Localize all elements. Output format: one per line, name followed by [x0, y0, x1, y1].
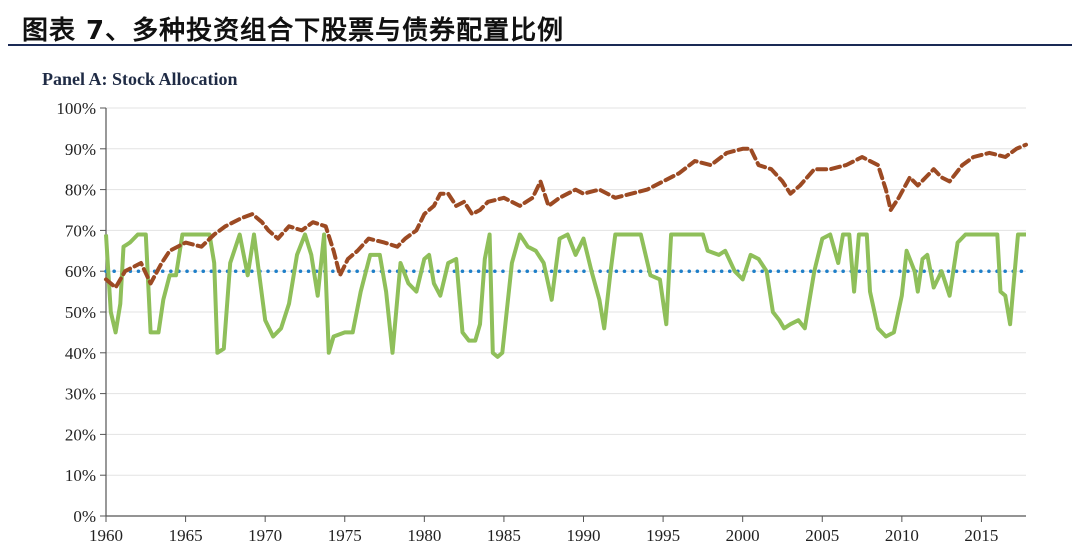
y-tick-label: 20%: [65, 425, 96, 444]
y-tick-label: 40%: [65, 344, 96, 363]
figure-title: 图表 7、多种投资组合下股票与债券配置比例: [22, 16, 565, 46]
x-axis-tick-labels: 1960 1965 1970 1975 1980 1985 1990 1995 2000 2005…: [89, 526, 998, 545]
y-tick-label: 10%: [65, 466, 96, 485]
y-tick-label: 60%: [65, 262, 96, 281]
y-tick-label: 90%: [65, 140, 96, 159]
y-tick-label: 0%: [73, 507, 96, 526]
series-line-solid: [104, 232, 1026, 359]
gridlines: [106, 107, 1026, 476]
figure-header: 图表 7、多种投资组合下股票与债券配置比例: [8, 2, 1072, 46]
x-tick-label: 2005: [805, 526, 839, 545]
x-tick-label: 1980: [407, 526, 441, 545]
x-tick-label: 2015: [964, 526, 998, 545]
y-axis-tick-labels: 0% 10% 20% 30% 40% 50% 60% 70% 80% 90% 100%: [56, 99, 96, 526]
x-tick-label: 1990: [567, 526, 601, 545]
series-group: [104, 142, 1028, 359]
y-tick-label: 80%: [65, 181, 96, 200]
y-tick-label: 100%: [56, 99, 96, 118]
y-tick-label: 30%: [65, 385, 96, 404]
x-tick-label: 1985: [487, 526, 521, 545]
y-tick-label: 50%: [65, 303, 96, 322]
x-tick-label: 2000: [726, 526, 760, 545]
series-line-dashed: [104, 142, 1028, 290]
x-tick-label: 1965: [169, 526, 203, 545]
x-tick-label: 1975: [328, 526, 362, 545]
x-tick-label: 1995: [646, 526, 680, 545]
x-tick-label: 2010: [885, 526, 919, 545]
title-rule: [8, 44, 1072, 46]
x-tick-label: 1970: [248, 526, 282, 545]
y-tick-label: 70%: [65, 221, 96, 240]
x-tick-label: 1960: [89, 526, 123, 545]
panel-title: Panel A: Stock Allocation: [42, 69, 238, 89]
axes: [100, 107, 1026, 522]
